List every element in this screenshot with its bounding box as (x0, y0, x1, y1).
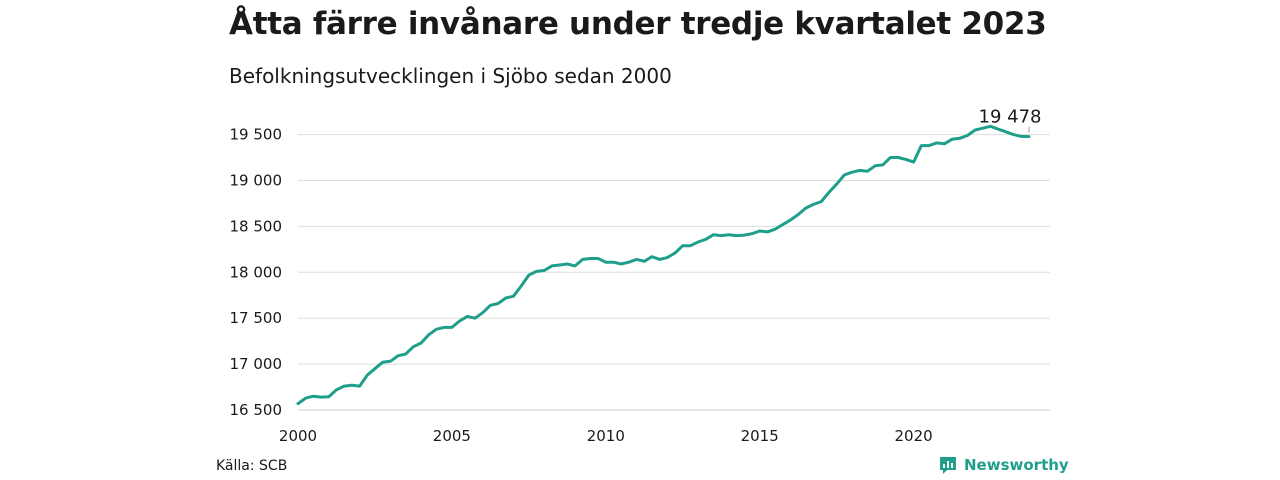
y-tick-label: 18 500 (230, 217, 283, 235)
x-axis-ticks: 2000 2005 2010 2015 2020 (279, 427, 933, 445)
brand-logo[interactable]: Newsworthy (938, 455, 1069, 475)
newsworthy-icon (940, 457, 956, 474)
annotation-label: 19 478 (979, 107, 1042, 128)
y-tick-label: 19 500 (230, 126, 283, 144)
y-tick-label: 18 000 (230, 263, 283, 281)
x-tick-label: 2015 (741, 427, 779, 445)
x-tick-label: 2000 (279, 427, 317, 445)
source-note: Källa: SCB (216, 458, 288, 474)
line-chart: 16 500 17 000 17 500 18 000 18 500 19 000 19 5… (230, 107, 1050, 445)
gridlines (298, 134, 1050, 411)
chart-title: Åtta färre invånare under tredje kvartal… (229, 6, 1047, 42)
y-axis-ticks: 16 500 17 000 17 500 18 000 18 500 19 000 19 5… (230, 126, 283, 419)
x-tick-label: 2005 (433, 427, 471, 445)
chart-subtitle: Befolkningsutvecklingen i Sjöbo sedan 20… (229, 64, 672, 88)
x-tick-label: 2010 (587, 427, 625, 445)
brand-name: Newsworthy (964, 456, 1069, 474)
y-tick-label: 17 500 (230, 309, 283, 327)
y-tick-label: 16 500 (230, 401, 283, 419)
y-tick-label: 19 000 (230, 172, 283, 190)
x-tick-label: 2020 (894, 427, 932, 445)
population-line (296, 124, 1031, 406)
y-tick-label: 17 000 (230, 355, 283, 373)
